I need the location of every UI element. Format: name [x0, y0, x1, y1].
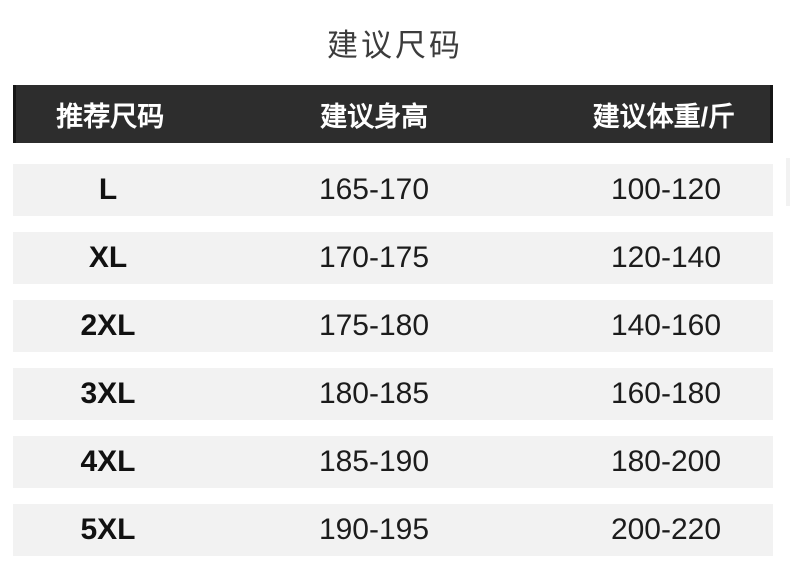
table-row: L 165-170 100-120: [13, 164, 773, 216]
height-cell: 165-170: [318, 173, 430, 206]
weight-cell: 140-160: [610, 309, 722, 342]
size-cell: 4XL: [80, 445, 136, 478]
size-cell: L: [98, 173, 118, 206]
weight-cell: 200-220: [610, 513, 722, 546]
size-cell: 2XL: [80, 309, 136, 342]
size-table: 推荐尺码 建议身高 建议体重/斤 L 165-170 100-120 XL 17…: [13, 85, 773, 572]
height-cell: 190-195: [318, 513, 430, 546]
size-cell: XL: [88, 241, 128, 274]
size-cell: 5XL: [80, 513, 136, 546]
table-row: 4XL 185-190 180-200: [13, 436, 773, 488]
table-row: XL 170-175 120-140: [13, 232, 773, 284]
height-cell: 170-175: [318, 241, 430, 274]
size-cell: 3XL: [80, 377, 136, 410]
table-row: 2XL 175-180 140-160: [13, 300, 773, 352]
weight-cell: 180-200: [610, 445, 722, 478]
header-recommended-size: 推荐尺码: [56, 101, 165, 132]
weight-cell: 160-180: [610, 377, 722, 410]
height-cell: 185-190: [318, 445, 430, 478]
table-row: 5XL 190-195 200-220: [13, 504, 773, 556]
height-cell: 175-180: [318, 309, 430, 342]
weight-cell: 120-140: [610, 241, 722, 274]
table-header-row: 推荐尺码 建议身高 建议体重/斤: [13, 85, 773, 143]
weight-cell: 100-120: [610, 173, 722, 206]
table-row: 3XL 180-185 160-180: [13, 368, 773, 420]
header-suggested-weight: 建议体重/斤: [592, 101, 736, 132]
page-title: 建议尺码: [327, 28, 463, 63]
height-cell: 180-185: [318, 377, 430, 410]
header-suggested-height: 建议身高: [320, 101, 429, 132]
right-edge-crop-artifact: [786, 158, 790, 206]
